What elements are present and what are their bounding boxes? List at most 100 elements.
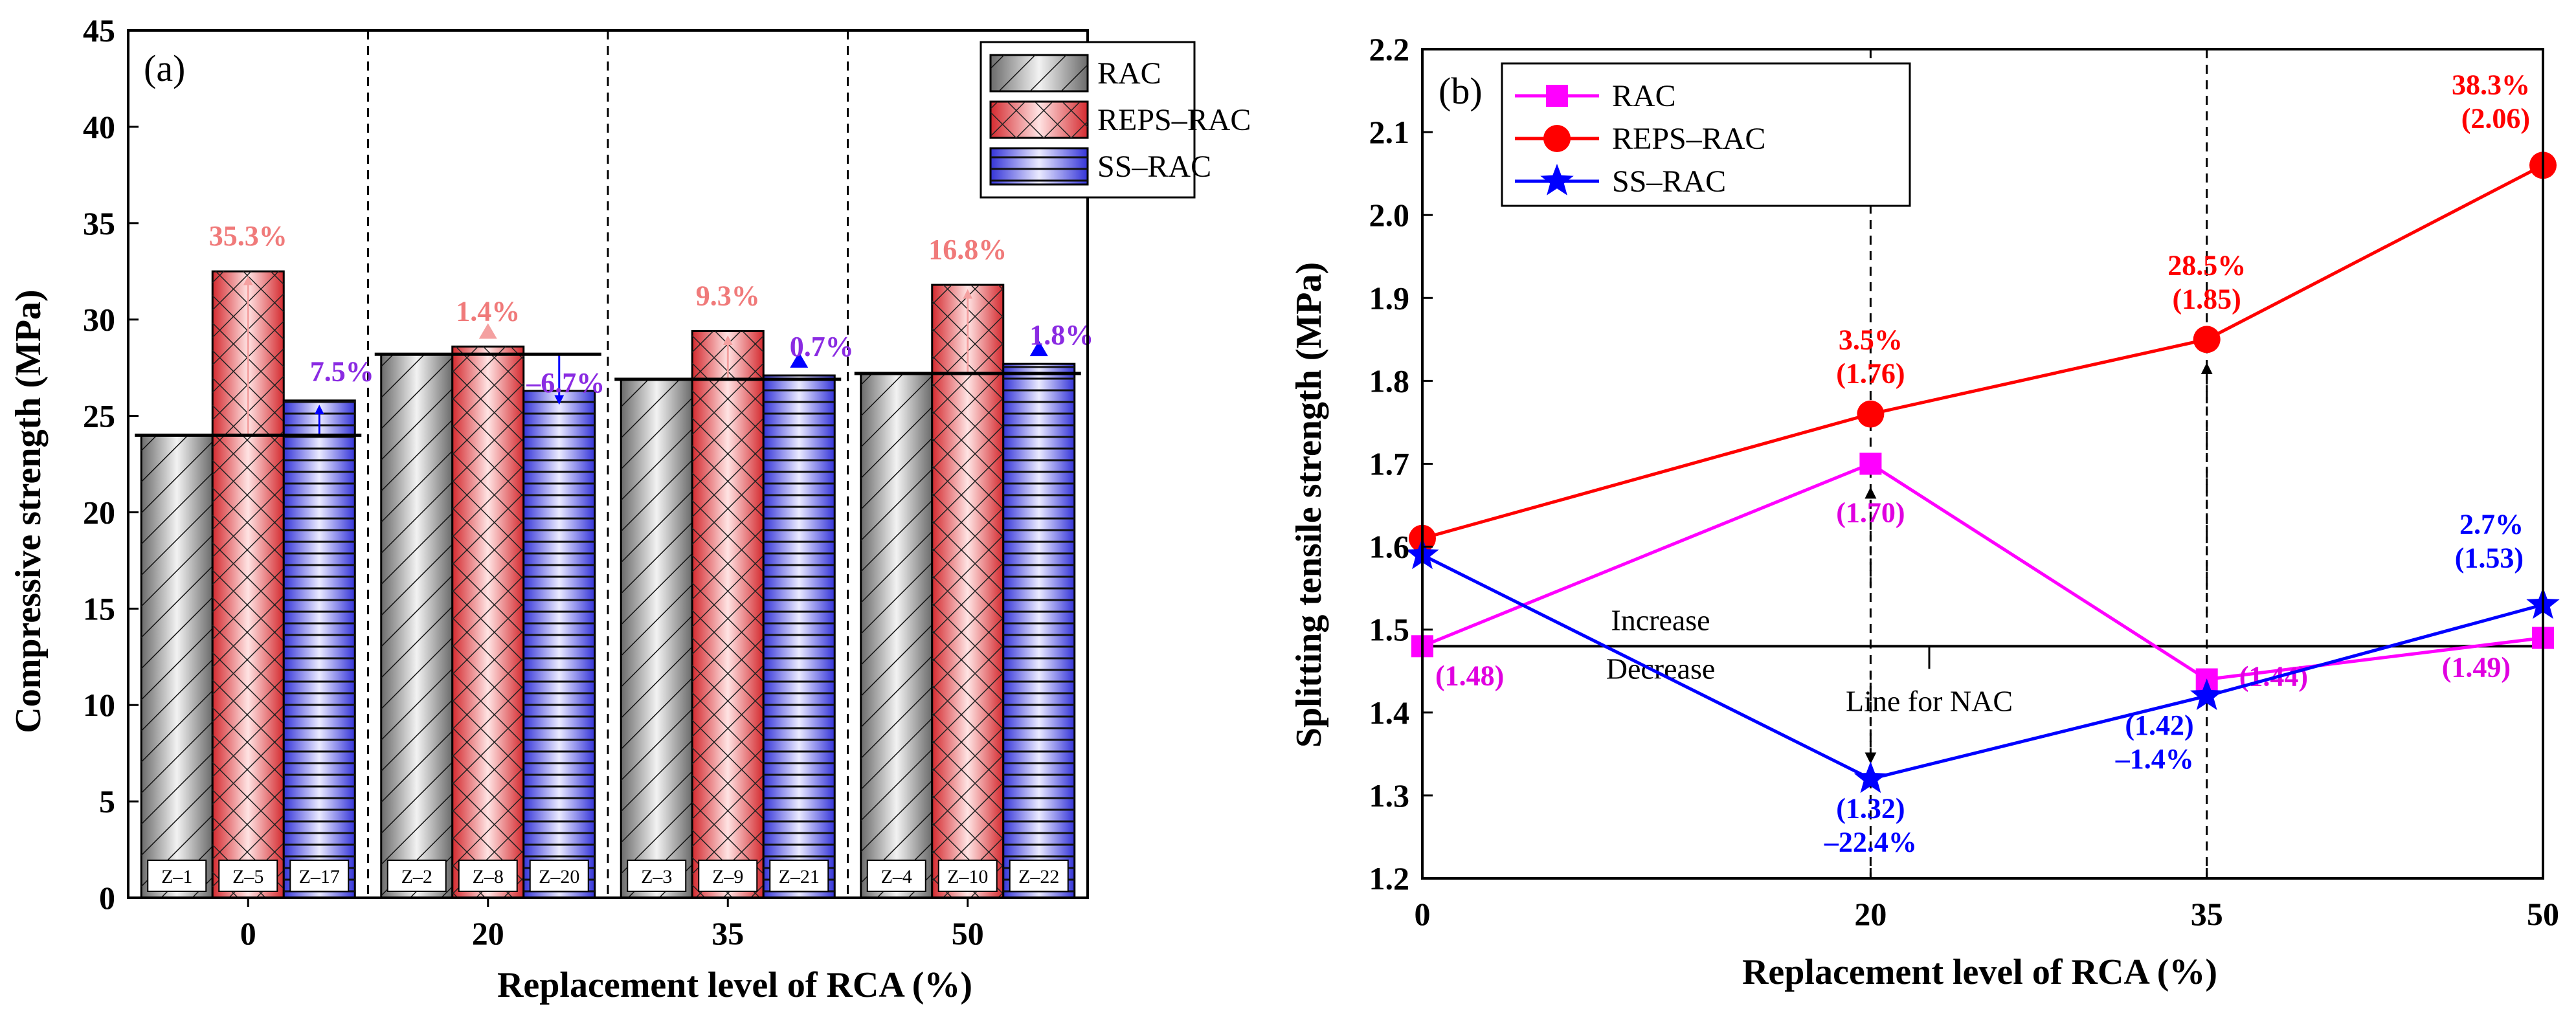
y-tick-label: 1.2: [1369, 860, 1410, 896]
panel-a-ylabel: Compressive strength (MPa): [8, 289, 49, 733]
bar-pattern: [621, 379, 693, 898]
panel-b-label: (b): [1439, 70, 1483, 112]
legend-label: REPS–RAC: [1612, 122, 1765, 156]
y-tick-label: 1.4: [1369, 695, 1410, 731]
panel-a-separators: [367, 30, 849, 898]
bar-pattern: [932, 285, 1003, 898]
y-tick-label: 45: [83, 12, 115, 49]
specimen-label: Z–2: [401, 866, 432, 887]
panel-a-label: (a): [144, 47, 185, 89]
y-tick-label: 1.7: [1369, 446, 1410, 482]
y-tick-label: 40: [83, 109, 115, 145]
specimen-label-box: [289, 860, 350, 892]
legend-marker: [1540, 164, 1574, 195]
specimen-label: Z–9: [712, 866, 743, 887]
data-label: (1.70): [1836, 497, 1905, 529]
increase-marker: [478, 323, 497, 339]
data-label: 38.3%: [2452, 69, 2530, 100]
legend-swatch-pattern: [991, 55, 1088, 91]
x-tick-label: 35: [2191, 896, 2223, 932]
specimen-label-box: [698, 860, 758, 892]
specimen-label-box: [529, 860, 589, 892]
panel-b-axes: 1.2 1.3 1.4 1.5 1.6 1.7 1.8 1.9 2.0 2.1 2.2 0 20 35 50: [1369, 31, 2560, 932]
data-point: [2190, 678, 2224, 710]
y-tick-label: 20: [83, 494, 115, 530]
y-tick-label: 10: [83, 687, 115, 723]
data-label: (1.53): [2455, 542, 2524, 573]
specimen-label: Z–1: [161, 866, 192, 887]
data-label: (1.85): [2173, 283, 2241, 315]
y-tick-label: 15: [83, 590, 115, 627]
data-label: 28.5%: [2167, 249, 2246, 281]
data-label: (1.76): [1836, 358, 1905, 390]
specimen-label-box: [1009, 860, 1069, 892]
y-tick-label: 1.3: [1369, 777, 1410, 814]
specimen-label-box: [866, 860, 926, 892]
panel-a-axes: 0 20 35 50 0 5 10 15 20 25 30 35 40 45: [83, 12, 1089, 952]
data-point: [1859, 452, 1882, 475]
legend-marker: [1546, 85, 1568, 107]
legend-label: RAC: [1097, 56, 1161, 91]
data-point: [1857, 400, 1885, 428]
y-tick-label: 2.2: [1369, 31, 1410, 67]
panel-a: (a) Replacement level of RCA (%) Compres…: [8, 12, 1251, 1005]
data-label: (2.06): [2461, 102, 2530, 134]
specimen-label: Z–17: [299, 866, 340, 887]
change-label: 1.4%: [456, 295, 520, 327]
panel-b-ylabel: Splitting tensile strength (MPa): [1289, 262, 1329, 748]
data-label: –22.4%: [1824, 826, 1917, 858]
specimen-label: Z–3: [641, 866, 672, 887]
data-label: –1.4%: [2115, 743, 2194, 775]
y-tick-label: 2.1: [1369, 114, 1410, 150]
x-tick-label: 0: [1415, 896, 1431, 932]
specimen-label: Z–5: [232, 866, 263, 887]
specimen-label-box: [147, 860, 207, 892]
x-tick-label: 50: [2527, 896, 2559, 932]
legend-label: REPS–RAC: [1097, 103, 1251, 137]
panel-b-guides: Increase Decrease Line for NAC: [1422, 49, 2543, 878]
specimen-label: Z–20: [539, 866, 579, 887]
y-tick-label: 1.5: [1369, 612, 1410, 648]
data-point: [1854, 761, 1888, 794]
specimen-label: Z–22: [1018, 866, 1059, 887]
y-tick-label: 1.9: [1369, 280, 1410, 316]
y-tick-label: 5: [99, 783, 115, 819]
specimen-label: Z–8: [473, 866, 504, 887]
bar-pattern: [523, 390, 595, 898]
x-tick-label: 50: [952, 915, 984, 952]
x-tick-label: 0: [240, 915, 256, 952]
legend-label: RAC: [1612, 79, 1676, 113]
bar-pattern: [452, 346, 524, 898]
bar-pattern: [1003, 364, 1075, 898]
nac-line-label: Line for NAC: [1846, 684, 2013, 717]
bar-pattern: [381, 354, 453, 898]
data-label: (1.48): [1435, 660, 1504, 691]
data-label: (1.32): [1836, 792, 1905, 824]
increase-marker: [790, 352, 809, 368]
change-label: –6.7%: [526, 367, 605, 399]
specimen-label: Z–21: [779, 866, 820, 887]
bar-pattern: [763, 375, 835, 898]
bar-pattern: [692, 331, 764, 898]
specimen-label: Z–10: [947, 866, 988, 887]
specimen-label-box: [386, 860, 447, 892]
specimen-label-box: [769, 860, 829, 892]
change-label: 35.3%: [209, 220, 287, 252]
change-label: 9.3%: [696, 280, 760, 312]
legend-label: SS–RAC: [1097, 150, 1211, 184]
specimen-label-box: [458, 860, 518, 892]
specimen-label-box: [218, 860, 278, 892]
x-tick-label: 35: [711, 915, 744, 952]
panel-b: (b) Replacement level of RCA (%) Splitti…: [1289, 31, 2560, 992]
data-label: (1.42): [2125, 709, 2193, 741]
data-point: [2193, 326, 2221, 353]
bar-pattern: [860, 373, 932, 898]
panel-b-lines: (1.48)(1.70)(1.44) (1.49)3.5%(1.76)28.5%(…: [1406, 69, 2560, 858]
x-tick-label: 20: [1854, 896, 1887, 932]
y-tick-label: 30: [83, 302, 115, 338]
specimen-label-box: [627, 860, 687, 892]
data-label: (1.49): [2442, 652, 2511, 684]
series-line-ssrac: [1421, 553, 2544, 781]
bar-pattern: [284, 400, 355, 898]
